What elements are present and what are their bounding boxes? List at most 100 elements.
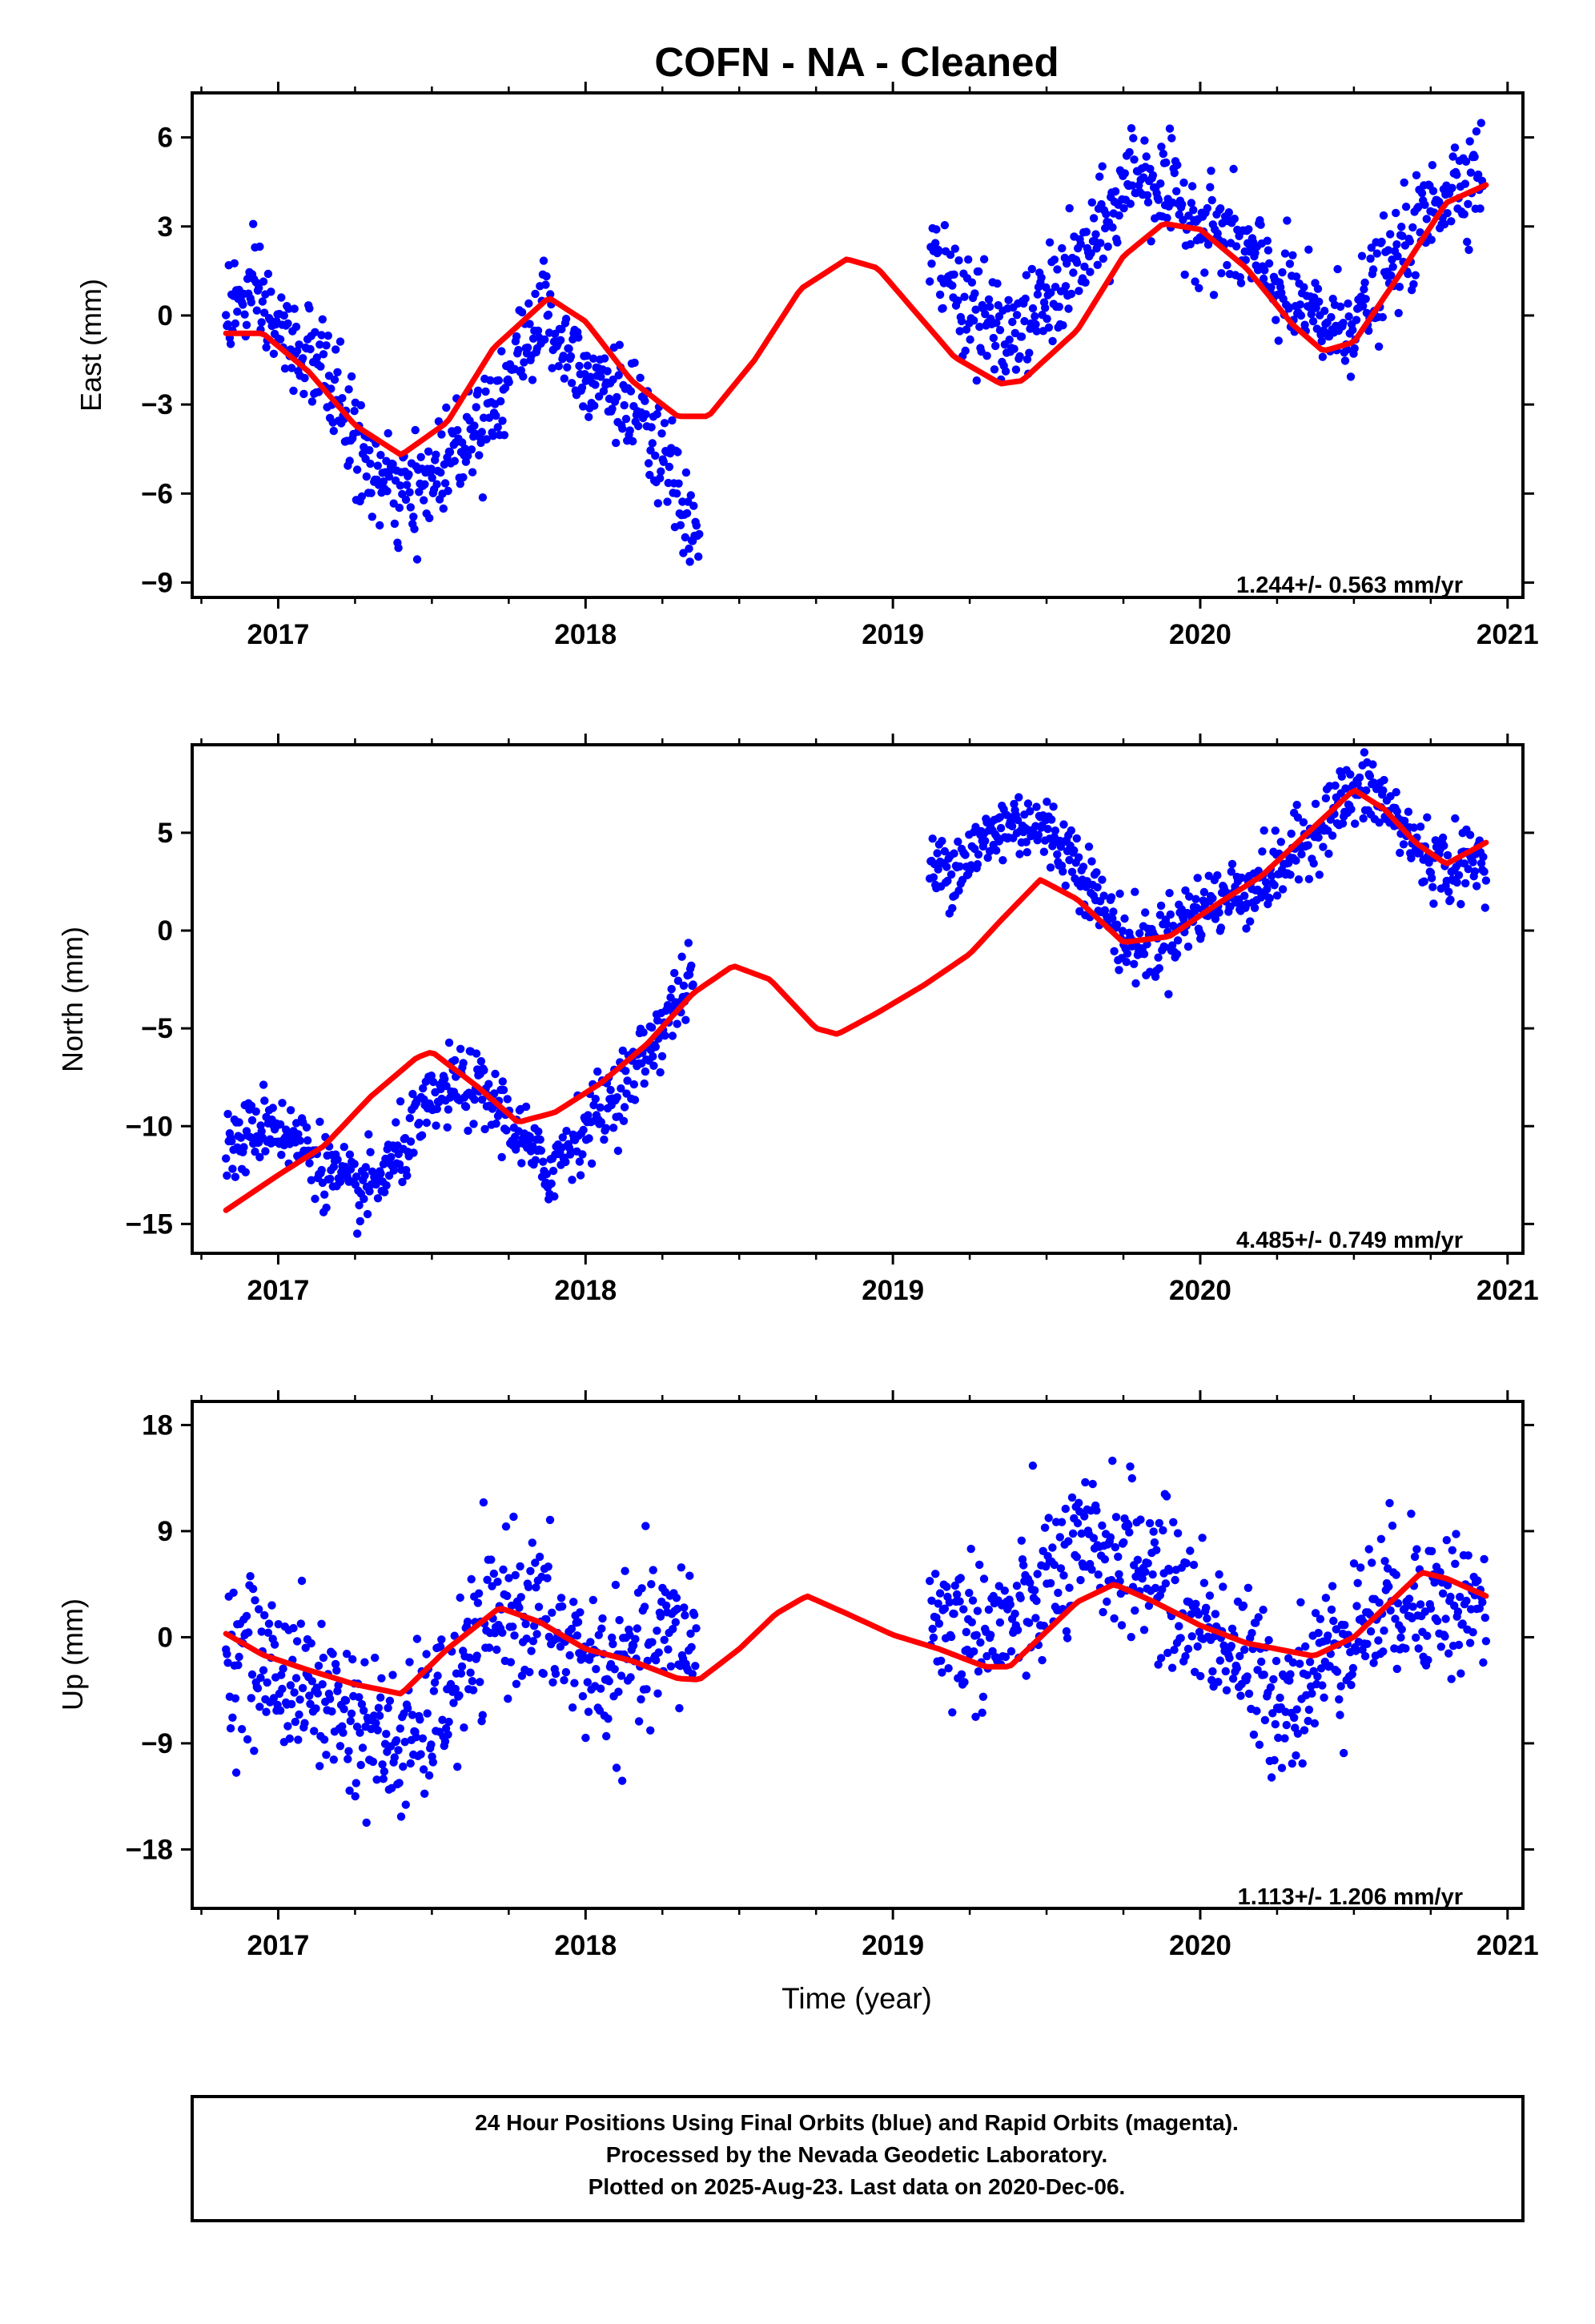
data-point [531, 1156, 540, 1164]
data-point [1296, 1659, 1304, 1668]
data-point [1038, 1655, 1047, 1665]
data-point [1061, 282, 1071, 291]
data-point [440, 460, 449, 469]
data-point [956, 1574, 966, 1582]
data-point [1199, 1578, 1209, 1587]
data-point [1332, 1625, 1341, 1634]
data-point [1111, 1542, 1120, 1552]
data-point [243, 1735, 252, 1744]
data-point [974, 850, 983, 859]
data-point [227, 1136, 236, 1146]
data-point [1423, 1631, 1432, 1640]
data-point [1386, 230, 1395, 239]
data-point [992, 319, 1001, 328]
data-point [472, 403, 480, 412]
data-point [1243, 1583, 1253, 1593]
data-point [591, 380, 600, 389]
data-point [1230, 215, 1239, 223]
data-point [1321, 1594, 1331, 1602]
data-point [1118, 927, 1127, 935]
data-point [1333, 264, 1342, 274]
data-point [681, 1015, 690, 1024]
data-point [1183, 1644, 1193, 1654]
points-east [222, 119, 1488, 566]
data-point [385, 1696, 395, 1705]
data-point [1424, 1655, 1432, 1665]
data-point [1314, 1628, 1323, 1638]
data-point [1062, 1626, 1071, 1636]
data-point [1254, 1613, 1263, 1622]
data-point [357, 1699, 367, 1709]
data-point [1261, 878, 1271, 887]
data-point [1073, 1518, 1083, 1528]
data-point [1472, 127, 1481, 136]
data-point [1440, 219, 1449, 229]
data-point [1462, 1596, 1471, 1606]
data-point [379, 1775, 388, 1783]
data-point [558, 1602, 567, 1611]
data-point [569, 1598, 578, 1606]
data-point [493, 423, 502, 432]
data-point [427, 464, 436, 473]
data-point [1465, 1638, 1475, 1647]
data-point [247, 1116, 257, 1125]
data-point [1215, 908, 1223, 917]
data-point [1359, 814, 1368, 823]
data-point [1229, 164, 1238, 174]
data-point [1428, 187, 1438, 195]
data-point [231, 1172, 240, 1181]
data-point [528, 1637, 538, 1646]
data-point [1401, 1644, 1410, 1653]
data-point [982, 352, 991, 360]
data-point [1033, 1570, 1042, 1578]
data-point [504, 378, 513, 387]
data-point [303, 1136, 312, 1145]
data-point [242, 320, 251, 329]
data-point [649, 1566, 657, 1574]
data-point [480, 1124, 489, 1134]
data-point [500, 431, 509, 440]
data-point [688, 1670, 697, 1679]
data-point [1151, 1583, 1160, 1593]
data-point [279, 1664, 287, 1673]
data-point [1468, 858, 1477, 866]
data-point [412, 1733, 420, 1742]
data-point [1179, 915, 1188, 924]
data-point [1324, 849, 1333, 858]
data-point [361, 1163, 370, 1172]
data-point [946, 1632, 956, 1642]
data-point [1304, 875, 1314, 883]
data-point [311, 328, 319, 336]
data-point [648, 1638, 657, 1647]
data-point [1187, 182, 1197, 191]
data-point [515, 1603, 524, 1612]
data-point [1179, 178, 1188, 187]
data-point [938, 837, 946, 846]
data-point [1163, 214, 1171, 223]
data-point [255, 1703, 264, 1711]
data-point [1043, 314, 1051, 324]
data-point [1049, 802, 1058, 811]
data-point [1227, 859, 1237, 869]
data-point [672, 1594, 681, 1602]
data-point [1242, 924, 1251, 933]
data-point [1372, 249, 1382, 258]
data-point [943, 876, 952, 886]
data-point [1154, 953, 1163, 962]
data-point [396, 481, 405, 490]
data-point [1384, 246, 1393, 255]
data-point [527, 1647, 536, 1655]
data-point [1235, 1651, 1244, 1661]
data-point [1464, 865, 1472, 874]
data-point [444, 1038, 454, 1047]
data-point [410, 525, 419, 533]
data-point [506, 1658, 516, 1667]
data-point [1113, 238, 1122, 247]
data-point [1122, 958, 1131, 967]
data-point [335, 1742, 345, 1751]
x-tick-label: 2019 [862, 1275, 924, 1306]
data-point [415, 488, 424, 497]
data-point [1016, 1594, 1025, 1602]
data-point [646, 1726, 655, 1735]
data-point [681, 468, 691, 477]
